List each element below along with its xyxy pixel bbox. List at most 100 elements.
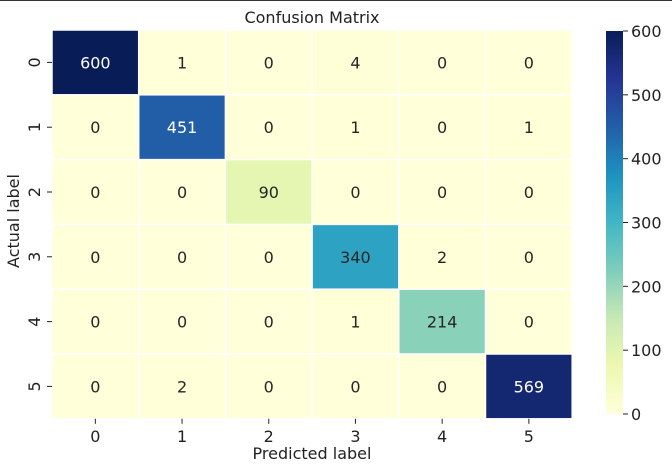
cell-value-label: 0: [90, 377, 100, 396]
cell-value-label: 0: [264, 53, 274, 72]
cell-value-label: 0: [264, 118, 274, 137]
y-tick-label: 5: [25, 381, 44, 391]
cell-value-label: 0: [437, 183, 447, 202]
colorbar-tick-label: 200: [631, 277, 662, 296]
colorbar: [606, 31, 623, 414]
heatmap-cell: [139, 225, 225, 289]
cell-value-label: 0: [177, 313, 187, 332]
heatmap-cell: [52, 289, 138, 354]
heatmap-cell: [486, 160, 572, 224]
chart-title: Confusion Matrix: [244, 8, 379, 27]
heatmap-cell: [226, 160, 312, 224]
cell-value-label: 451: [167, 118, 198, 137]
x-axis-ticks: 0 1 2 3 4 5: [90, 418, 534, 446]
colorbar-tick-label: 100: [631, 341, 662, 360]
colorbar-tick-label: 0: [631, 405, 641, 424]
cell-value-label: 1: [177, 53, 187, 72]
cell-value-label: 90: [259, 183, 279, 202]
cell-value-label: 340: [340, 248, 371, 267]
y-tick-label: 1: [25, 122, 44, 132]
heatmap-cell: [486, 95, 572, 159]
cell-value-label: 0: [90, 248, 100, 267]
cell-value-label: 214: [427, 313, 458, 332]
y-axis-ticks: 0 1 2 3 4 5: [25, 57, 52, 391]
heatmap-cell: [312, 95, 399, 159]
cell-value-label: 0: [350, 183, 360, 202]
heatmap-cell: [139, 289, 225, 354]
heatmap-cell: [486, 289, 572, 354]
heatmap-cell: [226, 289, 312, 354]
colorbar-ticks: 0 100 200 300 400 500 600: [623, 22, 662, 424]
heatmap-cell: [399, 354, 485, 419]
cell-value-label: 0: [524, 53, 534, 72]
heatmap-cell: [312, 289, 399, 354]
cell-value-label: 0: [437, 377, 447, 396]
heatmap-cell: [226, 354, 312, 419]
cell-value-label: 600: [80, 53, 111, 72]
y-tick-label: 0: [25, 57, 44, 67]
heatmap-cell: [399, 160, 485, 224]
cell-value-label: 2: [437, 248, 447, 267]
cell-value-label: 569: [514, 377, 545, 396]
cell-value-label: 0: [524, 248, 534, 267]
cell-value-label: 0: [90, 118, 100, 137]
heatmap-cells: 600 1 0 4 0 0 0 451 0 1 0 1 0 0 90 0 0 0 0 0 0 340 2 0 0 0 0 1 214 0 0…: [52, 30, 572, 419]
heatmap-cell: [486, 30, 572, 95]
x-tick-label: 2: [264, 427, 274, 446]
cell-value-label: 0: [437, 53, 447, 72]
cell-value-label: 0: [524, 183, 534, 202]
cell-value-label: 0: [264, 248, 274, 267]
cell-value-label: 1: [350, 313, 360, 332]
y-tick-label: 3: [25, 252, 44, 262]
cell-value-label: 0: [177, 248, 187, 267]
heatmap-cell: [139, 354, 225, 419]
heatmap-cell: [399, 95, 485, 159]
x-tick-label: 4: [437, 427, 447, 446]
cell-value-label: 1: [350, 118, 360, 137]
cell-value-label: 4: [350, 53, 360, 72]
cell-value-label: 2: [177, 377, 187, 396]
heatmap-cell: [486, 354, 572, 419]
colorbar-tick-label: 600: [631, 22, 662, 41]
heatmap-cell: [139, 30, 225, 95]
cell-value-label: 0: [264, 377, 274, 396]
heatmap-cell: [486, 225, 572, 289]
cell-value-label: 0: [524, 313, 534, 332]
x-tick-label: 0: [90, 427, 100, 446]
heatmap-cell: [52, 95, 138, 159]
x-tick-label: 3: [350, 427, 360, 446]
heatmap-cell: [312, 225, 399, 289]
cell-value-label: 0: [90, 313, 100, 332]
heatmap-cell: [312, 30, 399, 95]
cell-value-label: 0: [90, 183, 100, 202]
colorbar-tick-label: 300: [631, 214, 662, 233]
cell-value-label: 0: [437, 118, 447, 137]
x-tick-label: 5: [524, 427, 534, 446]
x-axis-label: Predicted label: [253, 444, 372, 463]
colorbar-tick-label: 500: [631, 86, 662, 105]
heatmap-cell: [399, 289, 485, 354]
y-tick-label: 2: [25, 187, 44, 197]
heatmap-cell: [139, 95, 225, 159]
cell-value-label: 0: [350, 377, 360, 396]
heatmap-cell: [52, 160, 138, 224]
cell-value-label: 0: [177, 183, 187, 202]
heatmap-cell: [139, 160, 225, 224]
heatmap-cell: [226, 95, 312, 159]
heatmap-cell: [226, 30, 312, 95]
y-axis-label: Actual label: [4, 174, 23, 268]
x-tick-label: 1: [177, 427, 187, 446]
heatmap-cell: [399, 30, 485, 95]
heatmap-cell: [52, 354, 138, 419]
colorbar-tick-label: 400: [631, 150, 662, 169]
heatmap-cell: [312, 354, 399, 419]
cell-value-label: 0: [264, 313, 274, 332]
heatmap-cell: [52, 225, 138, 289]
y-tick-label: 4: [25, 317, 44, 327]
cell-value-label: 1: [524, 118, 534, 137]
heatmap-cell: [226, 225, 312, 289]
heatmap-cell: [399, 225, 485, 289]
heatmap-cell: [52, 30, 138, 95]
